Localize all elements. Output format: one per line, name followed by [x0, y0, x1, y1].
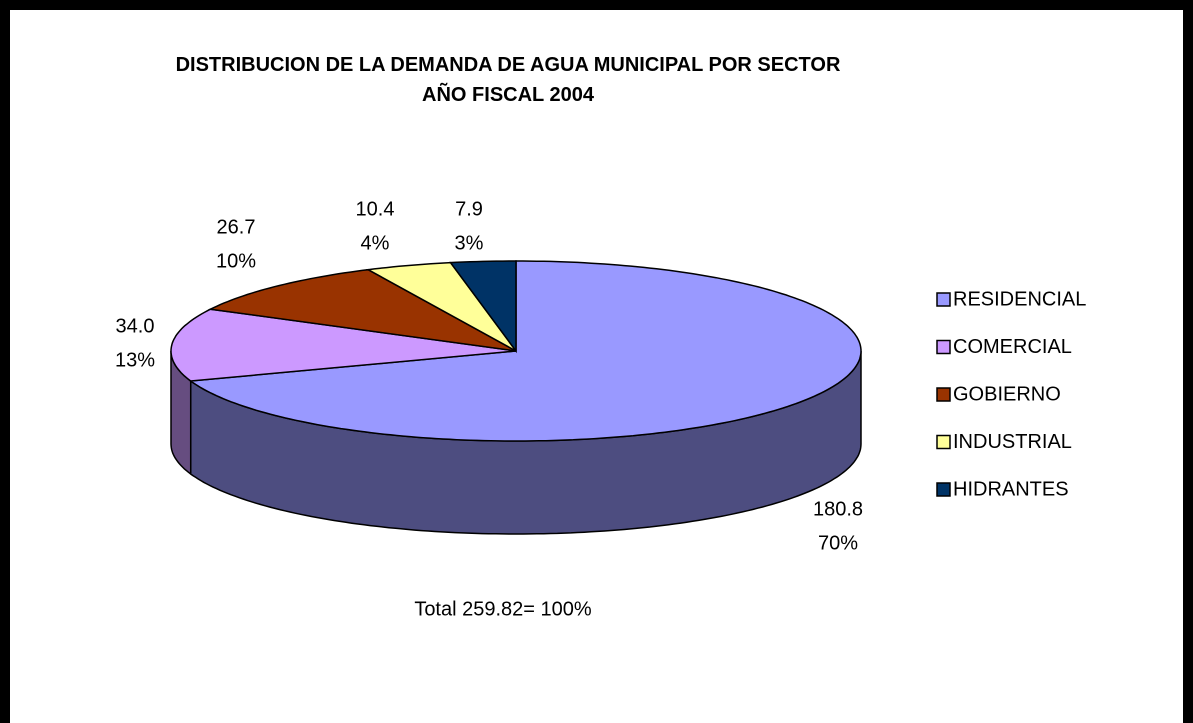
- legend-label: COMERCIAL: [953, 336, 1072, 358]
- legend-swatch: [936, 292, 951, 307]
- legend-label: INDUSTRIAL: [953, 431, 1072, 453]
- chart-subtitle: AÑO FISCAL 2004: [422, 84, 594, 106]
- value-label: 34.0: [116, 315, 155, 337]
- percent-label: 3%: [455, 232, 484, 254]
- slice: [188, 260, 862, 442]
- legend-swatch: [936, 387, 951, 402]
- legend-swatch: [936, 434, 951, 450]
- percent-label: 13%: [115, 349, 155, 371]
- legend-swatch: [936, 482, 951, 497]
- slice: [365, 261, 517, 352]
- legend-label: HIDRANTES: [953, 478, 1069, 500]
- percent-label: 4%: [361, 232, 390, 254]
- percent-label: 70%: [818, 532, 858, 554]
- value-label: 7.9: [455, 198, 483, 220]
- value-label: 180.8: [813, 498, 863, 520]
- slice: [449, 260, 517, 354]
- value-label: 26.7: [217, 216, 256, 238]
- value-label: 10.4: [356, 198, 395, 220]
- slice: [207, 268, 517, 352]
- title-block: DISTRIBUCION DE LA DEMANDA DE AGUA MUNIC…: [170, 50, 846, 110]
- legend-swatch: [936, 339, 951, 355]
- chart-title: DISTRIBUCION DE LA DEMANDA DE AGUA MUNIC…: [175, 54, 841, 76]
- legend-label: GOBIERNO: [953, 383, 1061, 405]
- percent-label: 10%: [216, 250, 256, 272]
- annotation: Total 259.82= 100%: [414, 598, 592, 620]
- slice: [170, 308, 517, 382]
- legend-label: RESIDENCIAL: [953, 288, 1086, 310]
